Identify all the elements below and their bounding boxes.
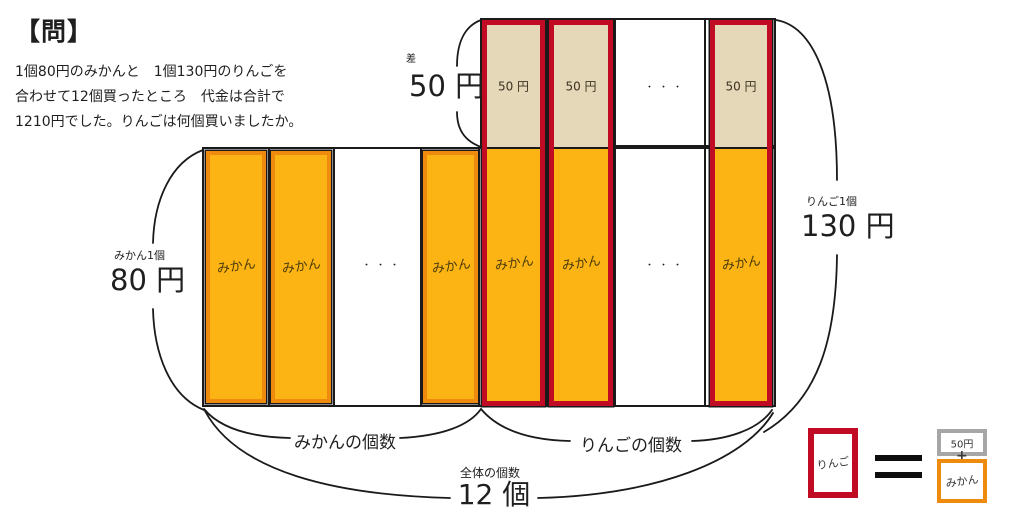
difference-value: 50 円 <box>409 69 485 103</box>
ringo-bar-mikan-label: みかん <box>493 254 535 275</box>
ellipsis-difference-row: ・・・ <box>645 83 688 93</box>
problem-text-line: 合わせて12個買ったところ 代金は合計で <box>15 89 285 105</box>
brace-mikan-unit-bottom <box>152 308 205 411</box>
total-count-value: 12 個 <box>457 478 531 511</box>
cell-divider <box>268 149 270 405</box>
legend-50yen-label: 50円 <box>950 439 974 450</box>
ringo-bar-mikan-label: みかん <box>720 254 762 275</box>
mikan-bar-label: みかん <box>430 256 472 277</box>
legend-50yen-box: 50円 <box>937 429 987 456</box>
ringo-bar-mikan-section: みかん <box>554 147 608 401</box>
brace-ringo-count-left <box>480 408 571 442</box>
ringo-bar-50yen-section: 50 円 <box>715 25 767 147</box>
brace-ringo-unit-top <box>775 19 838 181</box>
mikan-bar: みかん <box>271 151 331 403</box>
problem-statement: 【問】 1個80円のみかんと 1個130円のりんごを 合わせて12個買ったところ… <box>15 12 355 135</box>
ringo-bar-50yen-label: 50 円 <box>497 79 530 94</box>
problem-text-line: 1210円でした。りんごは何個買いましたか。 <box>15 114 303 130</box>
mikan-unit-caption: みかん1個 <box>114 249 165 262</box>
brace-mikan-count-right <box>399 408 482 439</box>
cell-divider <box>614 149 616 405</box>
mikan-bar: みかん <box>423 151 478 403</box>
cell-divider <box>478 149 480 405</box>
brace-mikan-unit-top <box>152 149 204 244</box>
mikan-bar-label: みかん <box>280 256 322 277</box>
ringo-bar-50yen-section: 50 円 <box>554 25 608 147</box>
ringo-bar-50yen-label: 50 円 <box>565 79 597 94</box>
brace-difference-top <box>456 19 482 67</box>
mikan-bar: みかん <box>206 151 266 403</box>
ringo-bar: 50 円 みかん <box>710 20 772 406</box>
ringo-bar-50yen-section: 50 円 <box>487 25 540 147</box>
problem-title: 【問】 <box>15 17 94 46</box>
ringo-bar-50yen-label: 50 円 <box>725 79 757 94</box>
ringo-count-caption: りんごの個数 <box>580 436 682 456</box>
ellipsis-ringo-row: ・・・ <box>645 261 688 271</box>
ringo-unit-caption: りんご1個 <box>806 195 857 208</box>
ringo-bar: 50 円 みかん <box>549 20 613 406</box>
legend-mikan-box: みかん <box>937 459 987 503</box>
equals-sign <box>875 472 922 478</box>
cell-divider <box>614 20 616 145</box>
legend-ringo-box: りんご <box>808 428 858 498</box>
legend-ringo-label: りんご <box>815 454 851 473</box>
brace-total-count-left <box>204 410 451 499</box>
ringo-bar-mikan-section: みかん <box>715 147 767 401</box>
cell-divider <box>704 20 706 145</box>
cell-divider <box>420 149 422 405</box>
total-count-caption: 全体の個数 <box>459 466 521 480</box>
ringo-bar: 50 円 みかん <box>482 20 545 406</box>
equals-sign <box>875 455 922 461</box>
ringo-bar-mikan-section: みかん <box>487 147 540 401</box>
ringo-unit-value: 130 円 <box>801 209 895 243</box>
plus-sign: + <box>956 448 968 464</box>
legend-mikan-label: みかん <box>944 472 980 491</box>
difference-caption: 差 <box>406 54 416 65</box>
brace-ringo-count-right <box>691 409 773 442</box>
cell-divider <box>333 149 335 405</box>
brace-mikan-count-left <box>203 408 291 439</box>
mikan-unit-value: 80 円 <box>110 263 186 297</box>
mikan-bar-label: みかん <box>215 256 257 277</box>
mikan-count-caption: みかんの個数 <box>294 433 396 453</box>
brace-difference-bottom <box>456 111 482 148</box>
cell-divider <box>546 20 548 145</box>
problem-text-line: 1個80円のみかんと 1個130円のりんごを <box>15 64 288 80</box>
cell-divider <box>546 149 548 405</box>
ellipsis-mikan-row: ・・・ <box>362 261 405 271</box>
ringo-bar-mikan-label: みかん <box>560 254 602 275</box>
cell-divider <box>704 149 706 405</box>
